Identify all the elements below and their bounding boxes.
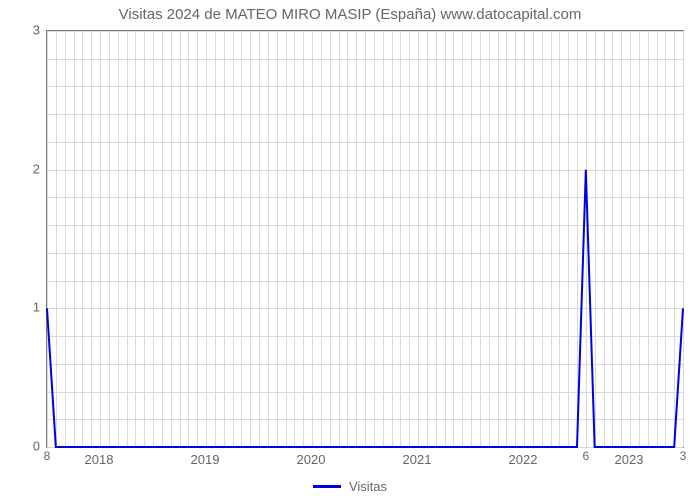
y-tick-label: 3: [10, 23, 40, 38]
legend-label: Visitas: [349, 479, 387, 494]
y-tick-label: 2: [10, 161, 40, 176]
point-label: 6: [582, 449, 589, 463]
x-tick-label: 2018: [85, 452, 114, 467]
line-series-visitas: [47, 31, 683, 447]
legend: Visitas: [0, 478, 700, 494]
x-tick-label: 2023: [615, 452, 644, 467]
vgrid-line: [683, 31, 684, 447]
plot-area: 863: [46, 30, 684, 448]
x-tick-label: 2022: [509, 452, 538, 467]
x-tick-label: 2019: [191, 452, 220, 467]
x-tick-label: 2021: [403, 452, 432, 467]
y-tick-label: 0: [10, 439, 40, 454]
point-label: 8: [44, 449, 51, 463]
chart-title: Visitas 2024 de MATEO MIRO MASIP (España…: [0, 6, 700, 23]
point-label: 3: [680, 449, 687, 463]
y-tick-label: 1: [10, 300, 40, 315]
legend-swatch: [313, 485, 341, 488]
x-tick-label: 2020: [297, 452, 326, 467]
